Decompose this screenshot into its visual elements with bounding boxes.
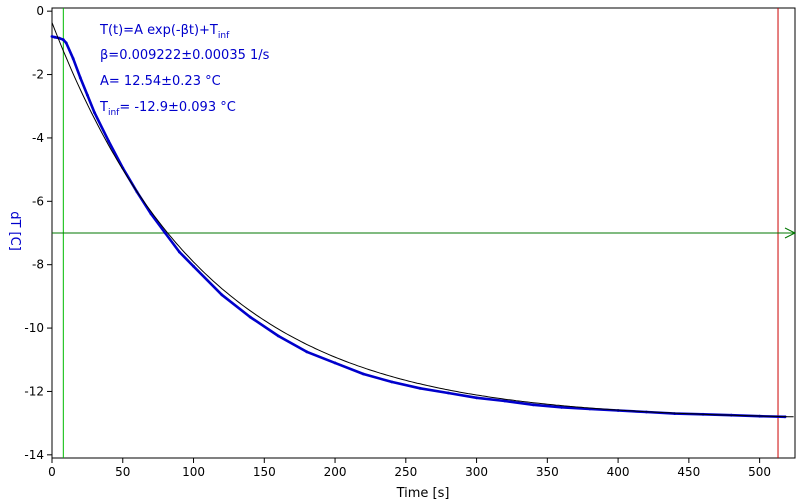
measured-point: [305, 350, 309, 354]
y-tick-label: 0: [36, 4, 44, 18]
fit-curve-line: [51, 22, 794, 418]
annotation-tinf-rest: = -12.9±0.093 °C: [119, 100, 235, 115]
y-tick-label: -8: [32, 258, 44, 272]
measured-point: [277, 334, 280, 338]
measured-point: [560, 405, 563, 409]
measured-point: [163, 231, 167, 235]
x-tick-label: 150: [253, 465, 276, 479]
x-tick-label: 300: [465, 465, 488, 479]
horizontal-cursor-arrow[interactable]: [784, 227, 797, 239]
annotation-formula-sub: inf: [218, 31, 230, 41]
y-tick-label: -4: [32, 131, 44, 145]
measured-point: [475, 396, 478, 400]
x-tick-label: 250: [394, 465, 417, 479]
x-axis-label: Time [s]: [396, 486, 450, 501]
annotation-formula: T(t)=A exp(-βt)+Tinf: [99, 23, 230, 41]
y-tick-label: -2: [32, 68, 44, 82]
x-tick-label: 450: [677, 465, 700, 479]
x-tick-label: 200: [324, 465, 347, 479]
measured-point: [53, 35, 57, 39]
measured-point: [50, 35, 54, 38]
measured-point: [418, 386, 422, 390]
annotation-tinf-sub: inf: [108, 108, 120, 118]
measured-point: [61, 38, 65, 42]
measured-point: [107, 139, 110, 143]
measured-point: [93, 111, 96, 114]
measured-point: [248, 315, 252, 319]
measured-point: [390, 380, 394, 384]
measured-point: [178, 250, 181, 254]
measured-point: [362, 372, 365, 376]
y-tick-label: -10: [24, 321, 44, 335]
x-tick-label: 400: [607, 465, 630, 479]
measured-point: [220, 293, 224, 297]
measured-point: [503, 399, 507, 403]
y-tick-label: -6: [32, 194, 44, 208]
axis-ticks: 0 50 100 150 200 250 300 350 400 450 500 0 -2 -4 -6 -8 -…: [24, 4, 771, 479]
x-tick-label: 100: [182, 465, 205, 479]
annotation-tinf: Tinf= -12.9±0.093 °C: [99, 100, 236, 118]
fit-annotation: T(t)=A exp(-βt)+Tinf β=0.009222±0.00035 …: [99, 23, 270, 118]
measured-point: [64, 41, 68, 45]
y-tick-label: -12: [24, 384, 44, 398]
measured-point: [446, 391, 450, 395]
measured-point: [333, 361, 337, 365]
x-tick-label: 50: [115, 465, 130, 479]
annotation-beta: β=0.009222±0.00035 1/s: [100, 48, 270, 63]
x-tick-label: 0: [48, 465, 56, 479]
y-axis-label: dT [C]: [7, 211, 22, 251]
measured-point: [78, 76, 82, 80]
measured-point: [86, 93, 89, 97]
measured-point: [192, 264, 195, 268]
annotation-formula-main: T(t)=A exp(-βt)+T: [99, 23, 218, 38]
cursor-lines[interactable]: [52, 8, 797, 458]
annotation-tinf-main: T: [99, 100, 108, 115]
y-tick-label: -14: [24, 448, 44, 462]
x-tick-label: 500: [748, 465, 771, 479]
series-layer: [50, 22, 794, 419]
x-tick-label: 350: [536, 465, 559, 479]
measured-point: [531, 403, 535, 407]
measured-point: [71, 57, 75, 61]
annotation-amplitude: A= 12.54±0.23 °C: [100, 74, 221, 89]
